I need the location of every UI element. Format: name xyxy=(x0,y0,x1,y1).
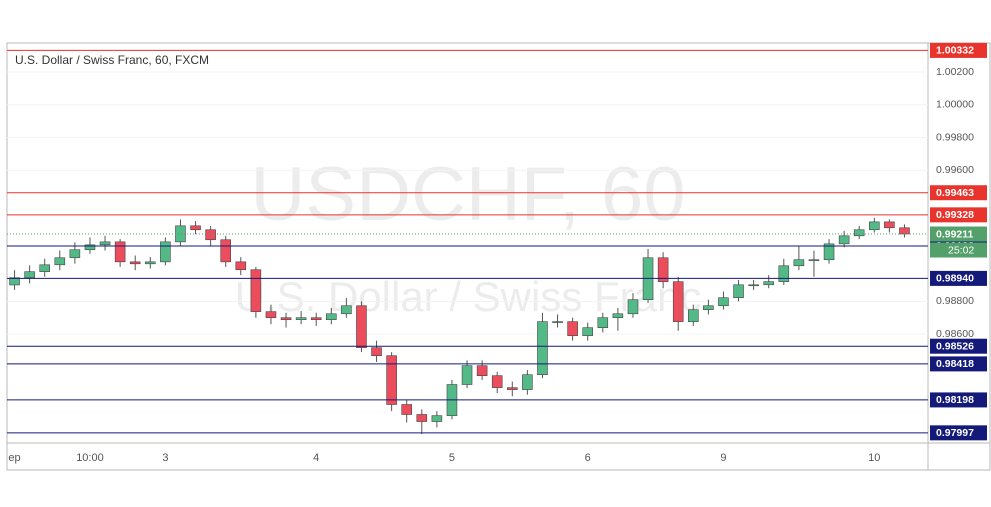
candle-body xyxy=(250,269,262,312)
watermark-subtitle: U.S. Dollar / Swiss Franc xyxy=(235,273,702,320)
candle-body xyxy=(24,271,35,279)
candle-body xyxy=(522,374,533,390)
level-label-bg xyxy=(930,185,987,201)
current-price-label-bg xyxy=(930,226,987,242)
level-label-bg xyxy=(930,207,987,223)
y-tick-label: 0.98800 xyxy=(936,295,974,307)
candle-body xyxy=(627,299,639,315)
candle-body xyxy=(507,387,518,390)
candle-body xyxy=(869,221,880,231)
candle-body xyxy=(84,244,96,251)
level-label: 0.98526 xyxy=(936,340,974,352)
y-tick-label: 0.99800 xyxy=(936,131,974,143)
candle-body xyxy=(9,277,20,286)
candle-body xyxy=(672,281,684,322)
candle-body xyxy=(703,305,714,310)
chart-frame xyxy=(6,42,991,471)
y-tick-label: 0.98600 xyxy=(936,328,974,340)
candle-body xyxy=(235,261,247,271)
candle-body xyxy=(99,241,111,246)
candle-body xyxy=(401,404,412,415)
candle-body xyxy=(220,239,231,263)
y-tick-label: 1.00200 xyxy=(936,66,974,78)
x-tick-label: 5 xyxy=(449,452,455,464)
candle-body xyxy=(54,257,66,266)
candle-body xyxy=(793,259,805,267)
candle-body xyxy=(129,261,141,265)
level-label: 0.99328 xyxy=(936,209,974,221)
candle-body xyxy=(280,317,292,320)
current-price-label: 0.99211 xyxy=(936,228,974,240)
level-label: 0.98940 xyxy=(936,273,974,285)
candle-body xyxy=(748,284,759,287)
candle-body xyxy=(582,327,593,337)
x-tick-label: 3 xyxy=(162,452,168,464)
candle-body xyxy=(612,313,624,319)
level-label-bg xyxy=(930,356,987,372)
candle-body xyxy=(265,311,277,319)
level-label: 0.97997 xyxy=(936,427,974,439)
candle-body xyxy=(205,229,216,241)
y-tick-label: 1.00000 xyxy=(936,99,974,111)
candle-body xyxy=(114,241,126,263)
level-label: 0.98418 xyxy=(936,358,974,370)
candle-body xyxy=(371,347,382,357)
level-label-bg xyxy=(930,392,987,408)
level-label: 1.00332 xyxy=(936,45,974,57)
level-label-bg xyxy=(930,425,987,441)
candle-body xyxy=(808,259,820,262)
candle-body xyxy=(175,225,186,243)
candle-body xyxy=(688,309,699,322)
candle-body xyxy=(899,227,910,235)
candle-body xyxy=(537,321,548,376)
candle-body xyxy=(341,305,352,315)
candle-body xyxy=(778,265,790,282)
candle-body xyxy=(416,414,428,422)
y-tick-label: 0.99600 xyxy=(936,164,974,176)
candle-body xyxy=(69,249,81,259)
candle-body xyxy=(145,261,156,265)
candle-body xyxy=(356,305,367,348)
x-tick-label: 9 xyxy=(720,452,726,464)
candle-body xyxy=(491,375,503,388)
countdown-bg xyxy=(930,242,987,258)
watermark: USDCHF, 60 xyxy=(251,152,686,237)
level-label-bg xyxy=(930,270,987,286)
countdown-label: 25:02 xyxy=(948,244,974,256)
title-bg xyxy=(11,52,221,70)
chart-title: U.S. Dollar / Swiss Franc, 60, FXCM xyxy=(15,53,209,67)
candle-body xyxy=(567,321,578,337)
x-tick-label: 10:00 xyxy=(76,452,104,464)
candle-body xyxy=(884,221,895,229)
level-label-bg xyxy=(930,338,987,354)
candle-body xyxy=(763,281,774,286)
candle-body xyxy=(552,321,563,323)
level-label-bg xyxy=(930,42,987,58)
candle-body xyxy=(853,229,865,237)
candle-body xyxy=(190,225,201,231)
candle-body xyxy=(657,257,669,282)
level-label: 0.99463 xyxy=(936,187,974,199)
candle-body xyxy=(823,243,835,261)
x-tick-label: 4 xyxy=(313,452,319,464)
candle-body xyxy=(718,297,729,307)
x-tick-label: ep xyxy=(8,452,20,464)
candle-body xyxy=(838,235,850,245)
candle-body xyxy=(39,264,50,272)
candle-body xyxy=(326,313,337,320)
x-tick-label: 6 xyxy=(585,452,591,464)
candle-body xyxy=(310,317,322,320)
level-label: 0.98198 xyxy=(936,394,974,406)
candle-body xyxy=(476,365,488,376)
candle-body xyxy=(295,317,307,320)
candle-body xyxy=(733,284,744,299)
candle-body xyxy=(386,355,397,405)
candle-body xyxy=(160,241,171,263)
candle-body xyxy=(461,365,473,385)
candle-body xyxy=(431,415,443,422)
candle-body xyxy=(597,317,609,328)
x-tick-label: 10 xyxy=(868,452,880,464)
